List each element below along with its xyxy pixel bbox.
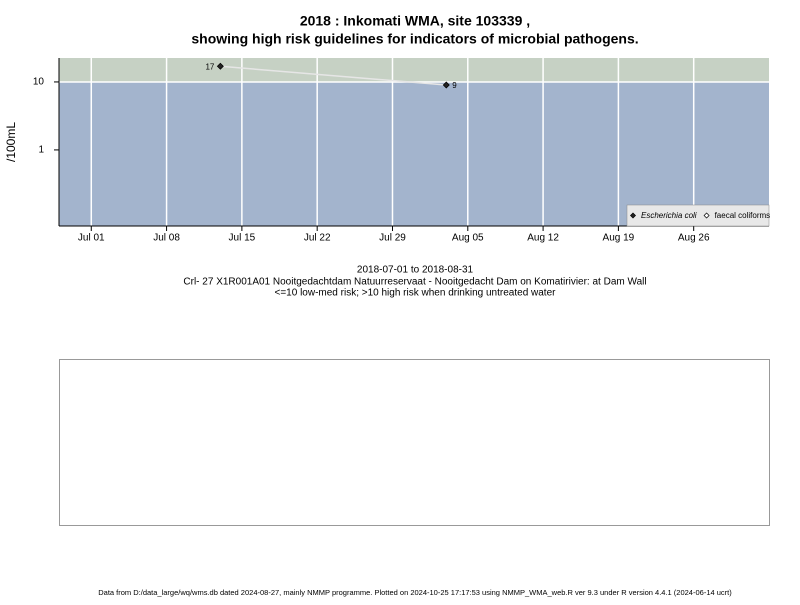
data-label: 9 <box>452 81 457 90</box>
point <box>442 81 450 89</box>
chart-title: showing high risk guidelines for indicat… <box>191 31 638 47</box>
empty-panel <box>59 359 770 526</box>
x-tick-label: Aug 12 <box>527 233 559 244</box>
legend-label: Escherichia coli <box>641 211 697 220</box>
x-tick-label: Jul 15 <box>229 233 256 244</box>
legend-marker <box>703 212 710 219</box>
y-axis-label: /100mL <box>4 122 18 162</box>
x-tick-label: Aug 26 <box>678 233 710 244</box>
footer: Data from D:/data_large/wq/wms.db dated … <box>98 588 732 597</box>
legend-label: faecal coliforms <box>715 211 771 220</box>
low-risk-zone <box>59 81 769 226</box>
x-tick-label: Jul 08 <box>153 233 180 244</box>
x-tick-label: Aug 05 <box>452 233 484 244</box>
x-tick-label: Jul 22 <box>304 233 331 244</box>
caption: Crl- 27 X1R001A01 Nooitgedachtdam Natuur… <box>183 277 646 288</box>
x-tick-label: Jul 29 <box>379 233 406 244</box>
x-tick-label: Jul 01 <box>78 233 105 244</box>
data-label: 17 <box>205 62 214 71</box>
caption: <=10 low-med risk; >10 high risk when dr… <box>275 288 557 299</box>
chart-title: 2018 : Inkomati WMA, site 103339 , <box>300 13 530 29</box>
point <box>216 62 224 70</box>
caption: 2018-07-01 to 2018-08-31 <box>357 265 474 276</box>
x-tick-label: Aug 19 <box>603 233 635 244</box>
y-tick-label: 10 <box>33 77 45 88</box>
legend-box <box>626 204 770 227</box>
series-line <box>220 65 447 86</box>
y-tick-label: 1 <box>38 145 44 156</box>
high-risk-zone <box>59 58 769 82</box>
legend-marker <box>630 212 636 219</box>
